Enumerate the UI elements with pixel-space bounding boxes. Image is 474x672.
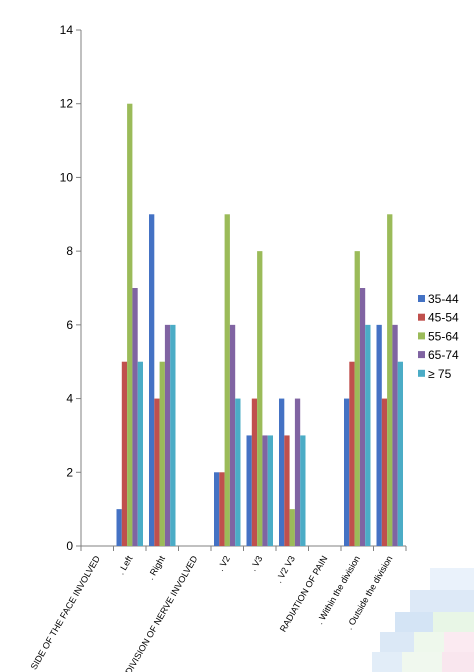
bar-1-cat-5 — [214, 472, 220, 546]
legend-swatch — [418, 332, 425, 340]
bar-1-cat-7 — [279, 398, 285, 546]
y-tick-label: 8 — [66, 244, 73, 258]
y-tick-label: 14 — [60, 23, 74, 37]
y-tick-label: 4 — [66, 392, 73, 406]
decor-tile — [372, 652, 402, 672]
bar-5-cat-5 — [235, 398, 241, 546]
bar-3-cat-3 — [159, 361, 165, 546]
decor-tile — [380, 632, 414, 652]
x-category-label: . Left — [116, 554, 135, 577]
chart-legend: 35-44 45-54 55-64 65-74 ≥ 75 — [418, 292, 459, 381]
bar-2-cat-2 — [121, 361, 128, 546]
legend-label: ≥ 75 — [428, 367, 452, 381]
legend-swatch — [418, 369, 425, 377]
bar-3-cat-5 — [224, 214, 230, 547]
bar-5-cat-2 — [137, 361, 143, 546]
legend-label: 35-44 — [428, 292, 459, 306]
bar-4-cat-2 — [132, 288, 138, 546]
chart-bars — [116, 103, 403, 547]
bar-1-cat-10 — [376, 324, 382, 546]
decor-tile — [442, 652, 474, 672]
decor-tile — [444, 632, 474, 652]
bar-4-cat-6 — [262, 435, 268, 546]
bar-3-cat-2 — [127, 103, 133, 547]
y-tick-label: 0 — [66, 539, 73, 553]
decor-tile — [410, 590, 474, 612]
decor-tile — [402, 652, 442, 672]
bar-3-cat-9 — [354, 251, 360, 546]
legend-swatch — [418, 295, 425, 302]
bar-1-cat-6 — [246, 435, 252, 546]
bar-3-cat-7 — [289, 509, 295, 546]
bar-4-cat-9 — [359, 288, 366, 546]
bar-2-cat-7 — [284, 435, 290, 546]
bar-2-cat-3 — [154, 398, 160, 546]
legend-label: 55-64 — [428, 329, 459, 343]
bar-2-cat-10 — [381, 398, 388, 546]
decor-tile — [433, 612, 474, 632]
bar-5-cat-6 — [267, 435, 273, 546]
legend-label: 45-54 — [428, 311, 459, 325]
x-category-label: DIVISION OF NERVE INVOLVED — [123, 554, 200, 672]
y-tick-label: 2 — [66, 465, 73, 479]
legend-swatch — [418, 351, 425, 359]
legend-label: 65-74 — [428, 348, 459, 362]
bar-3-cat-6 — [257, 251, 263, 546]
x-category-label: . V3 — [248, 554, 265, 573]
bar-1-cat-9 — [344, 398, 350, 546]
bar-3-cat-10 — [387, 214, 393, 547]
legend-swatch — [418, 313, 425, 321]
decorative-corner-tiles — [372, 568, 474, 672]
bar-1-cat-3 — [149, 214, 155, 547]
x-category-label: SIDE OF THE FACE INVOLVED — [29, 554, 103, 672]
bar-2-cat-5 — [219, 472, 225, 546]
bar-1-cat-2 — [116, 509, 122, 546]
bar-4-cat-3 — [164, 324, 171, 546]
decor-tile — [414, 632, 444, 652]
bar-4-cat-10 — [392, 324, 398, 546]
bar-2-cat-6 — [251, 398, 258, 546]
y-tick-label: 10 — [60, 170, 74, 184]
chart-labels: 0 2 4 6 8 10 12 14 SIDE OF THE FACE INVOLVED . Le… — [29, 23, 395, 672]
x-category-label: . V2 — [215, 554, 232, 573]
bar-4-cat-5 — [229, 324, 236, 546]
bar-5-cat-9 — [365, 324, 371, 546]
bar-2-cat-9 — [349, 361, 355, 546]
decor-tile — [395, 612, 433, 632]
x-category-label: . V2 V3 — [274, 554, 297, 585]
bar-5-cat-7 — [300, 435, 306, 546]
y-tick-label: 6 — [66, 318, 73, 332]
x-category-label: . Right — [145, 554, 167, 582]
decor-tile — [430, 568, 474, 590]
bar-4-cat-7 — [294, 398, 301, 546]
y-tick-label: 12 — [60, 97, 74, 111]
bar-5-cat-3 — [170, 324, 176, 546]
bar-5-cat-10 — [397, 361, 403, 546]
